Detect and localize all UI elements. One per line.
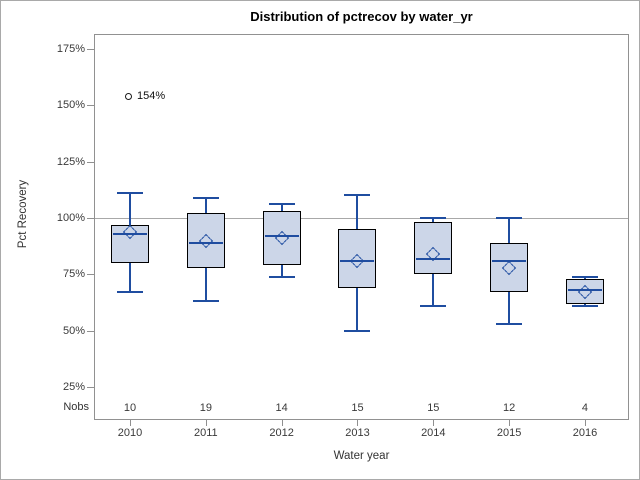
whisker-bottom-cap — [192, 300, 219, 303]
x-tick-label: 2011 — [194, 427, 218, 439]
y-tick-mark — [87, 49, 94, 50]
box-rect — [111, 224, 149, 264]
outlier-point — [125, 92, 132, 100]
y-tick-mark — [87, 218, 94, 219]
x-tick-mark — [205, 420, 207, 426]
whisker-top-cap — [496, 216, 523, 219]
whisker-top-cap — [117, 192, 143, 195]
y-tick-mark — [87, 105, 94, 106]
x-tick-label: 2016 — [572, 427, 598, 439]
whisker-top-line — [583, 276, 586, 279]
whisker-bottom-cap — [268, 275, 295, 278]
x-tick-label: 2010 — [117, 427, 143, 439]
y-tick-mark — [87, 331, 94, 332]
y-tick-label: 100% — [56, 212, 85, 224]
nobs-value: 4 — [581, 402, 589, 414]
median-line — [492, 259, 527, 262]
y-tick-mark — [87, 162, 94, 163]
whisker-bottom-cap — [420, 305, 447, 307]
median-line — [264, 235, 299, 238]
whisker-bottom-line — [583, 303, 586, 306]
y-tick-label: 175% — [56, 43, 85, 55]
whisker-top-line — [432, 217, 435, 223]
whisker-bottom-line — [129, 263, 131, 293]
plot-frame — [94, 34, 629, 420]
box-rect — [186, 213, 225, 268]
reference-line-100 — [95, 218, 628, 219]
whisker-top-cap — [344, 194, 371, 197]
whisker-top-cap — [571, 275, 598, 278]
nobs-value: 10 — [123, 402, 137, 414]
x-tick-label: 2012 — [269, 427, 294, 439]
whisker-bottom-cap — [496, 323, 523, 326]
box-rect — [338, 229, 377, 288]
x-tick-label: 2013 — [345, 427, 370, 439]
y-tick-mark — [87, 274, 94, 275]
whisker-bottom-line — [204, 267, 207, 302]
whisker-bottom-cap — [117, 291, 143, 294]
nobs-value: 14 — [275, 402, 288, 414]
whisker-top-line — [508, 217, 511, 243]
median-line — [340, 259, 375, 262]
y-tick-label: 150% — [56, 99, 85, 111]
box-rect — [565, 278, 604, 304]
nobs-row-label: Nobs — [63, 401, 89, 413]
nobs-value: 15 — [427, 402, 440, 414]
outlier-label: 154% — [137, 90, 166, 103]
whisker-bottom-line — [432, 274, 435, 306]
x-tick-label: 2014 — [421, 427, 446, 439]
box-rect — [490, 242, 529, 293]
whisker-bottom-line — [280, 265, 283, 277]
x-tick-mark — [130, 420, 131, 426]
whisker-top-cap — [420, 216, 447, 219]
whisker-top-line — [204, 197, 207, 214]
y-tick-mark — [87, 387, 94, 388]
nobs-value: 19 — [199, 402, 212, 414]
whisker-bottom-line — [508, 292, 511, 325]
x-tick-mark — [509, 420, 511, 426]
y-axis-title: Pct Recovery — [17, 179, 29, 249]
chart-title: Distribution of pctrecov by water_yr — [250, 9, 473, 24]
y-tick-label: 75% — [62, 268, 85, 280]
x-tick-mark — [584, 420, 586, 426]
box-rect — [414, 222, 453, 275]
whisker-top-line — [280, 204, 283, 212]
nobs-value: 15 — [351, 402, 364, 414]
median-line — [188, 241, 223, 244]
box-rect — [262, 211, 301, 266]
y-tick-label: 125% — [56, 156, 85, 168]
whisker-top-cap — [268, 203, 295, 206]
y-tick-label: 25% — [62, 381, 85, 393]
y-tick-label: 50% — [62, 325, 85, 337]
whisker-bottom-cap — [344, 329, 371, 332]
x-tick-mark — [433, 420, 435, 426]
whisker-bottom-cap — [571, 305, 598, 307]
x-tick-mark — [357, 420, 359, 426]
whisker-top-line — [129, 193, 131, 225]
x-tick-mark — [281, 420, 283, 426]
whisker-bottom-line — [356, 287, 359, 331]
median-line — [567, 289, 602, 292]
median-line — [113, 232, 147, 235]
whisker-top-line — [356, 195, 359, 230]
x-tick-label: 2015 — [496, 427, 522, 439]
nobs-value: 12 — [503, 402, 516, 414]
x-axis-title: Water year — [333, 450, 390, 462]
median-line — [416, 257, 451, 260]
whisker-top-cap — [192, 196, 219, 199]
